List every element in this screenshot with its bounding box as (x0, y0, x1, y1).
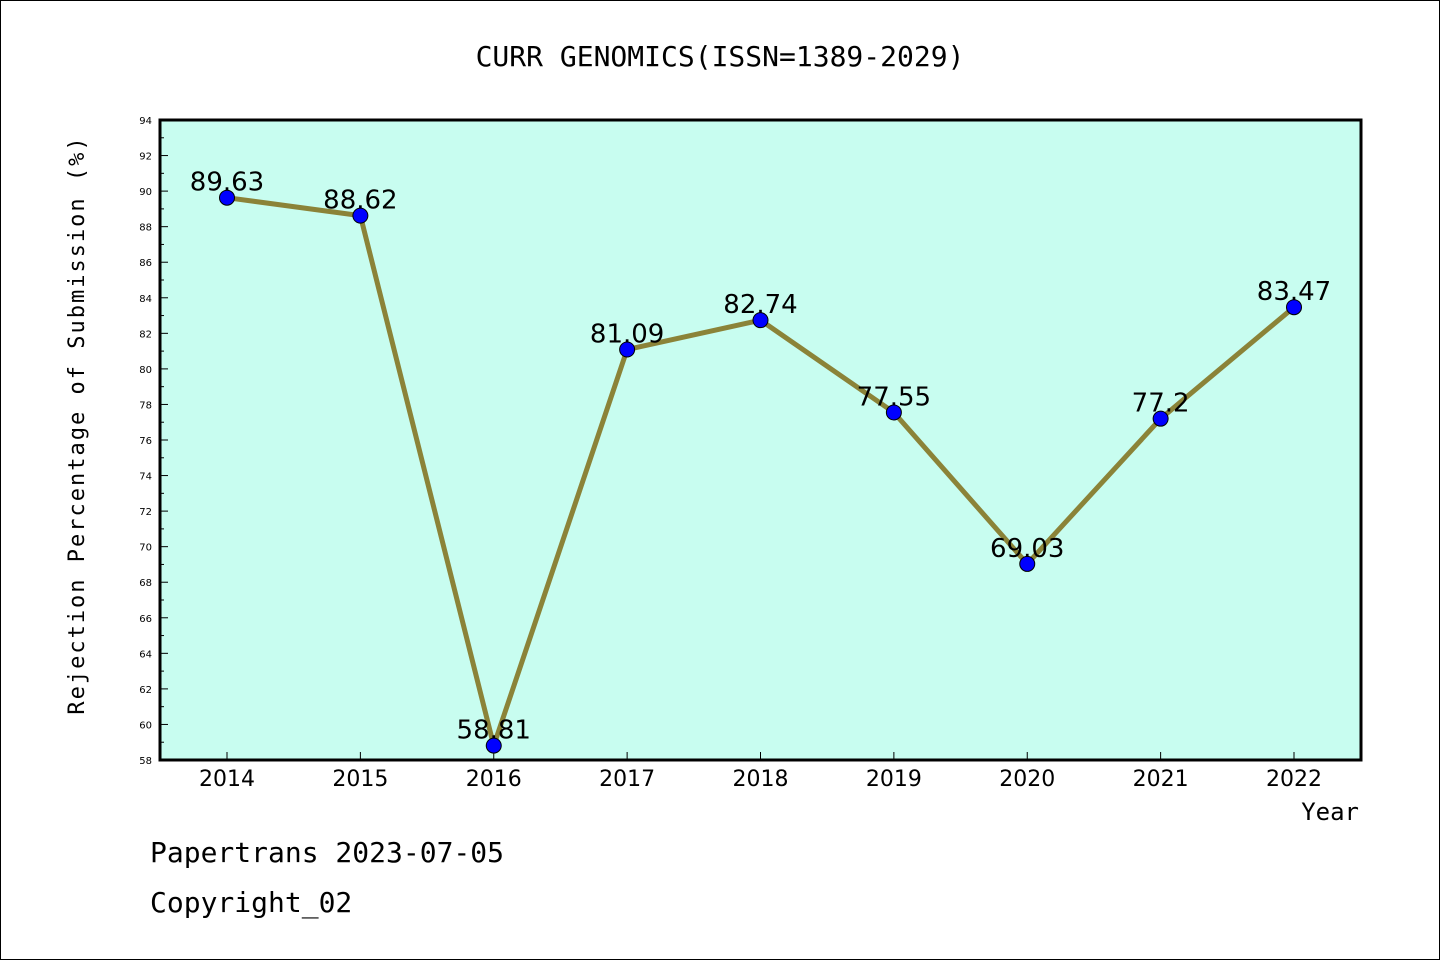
footer-date: Papertrans 2023-07-05 (150, 836, 505, 869)
y-tick-label: 62 (139, 685, 152, 696)
x-tick-label: 2014 (199, 767, 255, 792)
data-point (485, 737, 502, 754)
y-tick-label: 76 (139, 436, 152, 447)
y-tick-label: 86 (139, 258, 152, 269)
y-tick-label: 72 (139, 507, 152, 518)
x-tick-label: 2021 (1133, 767, 1189, 792)
y-tick-label: 90 (139, 187, 152, 198)
x-tick-label: 2018 (733, 767, 789, 792)
data-label: 69.03 (990, 534, 1064, 564)
data-labels: 89.63 88.62 58.81 81.09 82.74 77.55 69.03 77.2 8… (190, 168, 1331, 746)
y-tick-label: 70 (139, 543, 152, 554)
y-axis-label: Rejection Percentage of Submission (%) (65, 135, 90, 714)
y-tick-label: 58 (139, 756, 152, 767)
y-tick-label: 84 (139, 294, 152, 305)
y-tick-label: 94 (139, 116, 152, 127)
data-label: 77.2 (1132, 389, 1190, 419)
data-label: 58.81 (457, 716, 531, 746)
footer-copyright: Copyright_02 (150, 886, 353, 919)
x-tick-label: 2020 (999, 767, 1055, 792)
data-point (752, 312, 769, 329)
x-tick-label: 2017 (599, 767, 655, 792)
x-axis-label: Year (1301, 798, 1359, 826)
data-point (619, 341, 636, 358)
x-tick-label: 2015 (332, 767, 388, 792)
x-tick-label: 2022 (1266, 767, 1322, 792)
data-point (219, 189, 235, 206)
x-tick-label: 2019 (866, 767, 922, 792)
data-point (352, 207, 369, 224)
y-tick-label: 92 (139, 152, 152, 163)
data-label: 83.47 (1257, 277, 1331, 307)
y-tick-label: 64 (139, 649, 152, 660)
data-point (885, 404, 902, 421)
y-tick-label: 88 (139, 223, 152, 234)
plot-border (158, 118, 1363, 762)
y-tick-label: 60 (139, 720, 152, 731)
x-tick-label: 2016 (466, 767, 522, 792)
y-tick-label: 78 (139, 400, 152, 411)
y-tick-label: 80 (139, 365, 152, 376)
data-label: 77.55 (857, 382, 931, 412)
x-axis: 2014 2015 2016 2017 2018 2019 2020 2021 2022 (199, 752, 1322, 792)
data-label: 89.63 (190, 168, 264, 198)
y-axis: 58 60 62 64 66 68 70 72 74 76 78 80 82 84 86 88 90 92 94 (139, 116, 168, 767)
series-layer (219, 189, 1302, 755)
data-point (1019, 555, 1036, 572)
y-tick-label: 74 (139, 472, 152, 483)
y-tick-label: 68 (139, 578, 152, 589)
y-tick-label: 82 (139, 329, 152, 340)
data-label: 81.09 (590, 320, 664, 350)
plot-area (160, 120, 1361, 760)
y-tick-label: 66 (139, 614, 152, 625)
data-label: 82.74 (723, 290, 797, 320)
chart-title: CURR GENOMICS(ISSN=1389-2029) (476, 40, 965, 73)
data-point (1286, 299, 1302, 316)
data-point (1152, 410, 1169, 427)
data-label: 88.62 (323, 186, 397, 216)
